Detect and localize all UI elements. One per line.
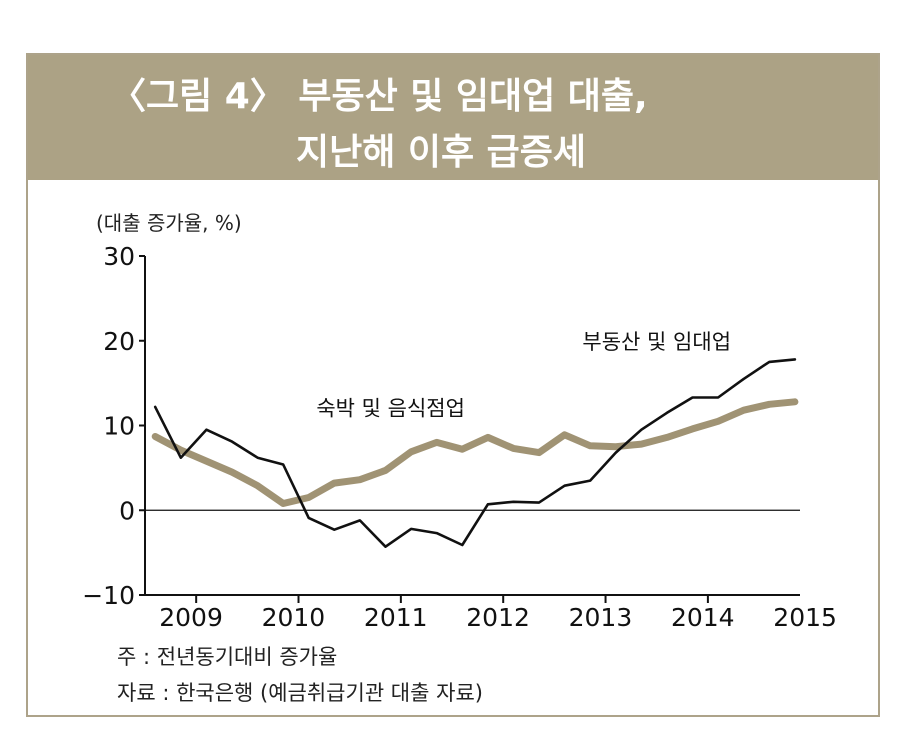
x-tick-label: 2013 <box>569 603 633 632</box>
x-tick-label: 2011 <box>364 603 428 632</box>
x-tick-label: 2009 <box>159 603 223 632</box>
y-axis-label: (대출 증가율, %) <box>96 211 242 235</box>
title-banner: 〈그림 4〉 부동산 및 임대업 대출, 지난해 이후 급증세 <box>28 55 878 180</box>
y-tick-label: 10 <box>103 412 135 441</box>
source-note: 자료 : 한국은행 (예금취급기관 대출 자료) <box>117 681 483 705</box>
series-line-realestate <box>153 358 797 549</box>
footnote: 주 : 전년동기대비 증가율 <box>117 645 338 669</box>
series-label-hospitality: 숙박 및 음식점업 <box>316 396 465 420</box>
x-tick-label: 2010 <box>262 603 326 632</box>
figure-title-line2: 지난해 이후 급증세 <box>296 132 587 173</box>
x-tick-label: 2012 <box>466 603 530 632</box>
y-tick-label: 20 <box>103 327 135 356</box>
y-tick-label: 0 <box>119 496 135 525</box>
figure-frame: 〈그림 4〉 부동산 및 임대업 대출, 지난해 이후 급증세 <box>26 53 880 717</box>
y-tick-label: −10 <box>82 581 135 610</box>
y-tick-label: 30 <box>103 242 135 271</box>
figure-title-line1: 〈그림 4〉 부동산 및 임대업 대출, <box>110 76 648 117</box>
series-label-realestate: 부동산 및 임대업 <box>582 330 731 354</box>
x-tick-label: 2015 <box>773 603 837 632</box>
series-line-hospitality <box>151 398 799 507</box>
x-tick-label: 2014 <box>671 603 735 632</box>
